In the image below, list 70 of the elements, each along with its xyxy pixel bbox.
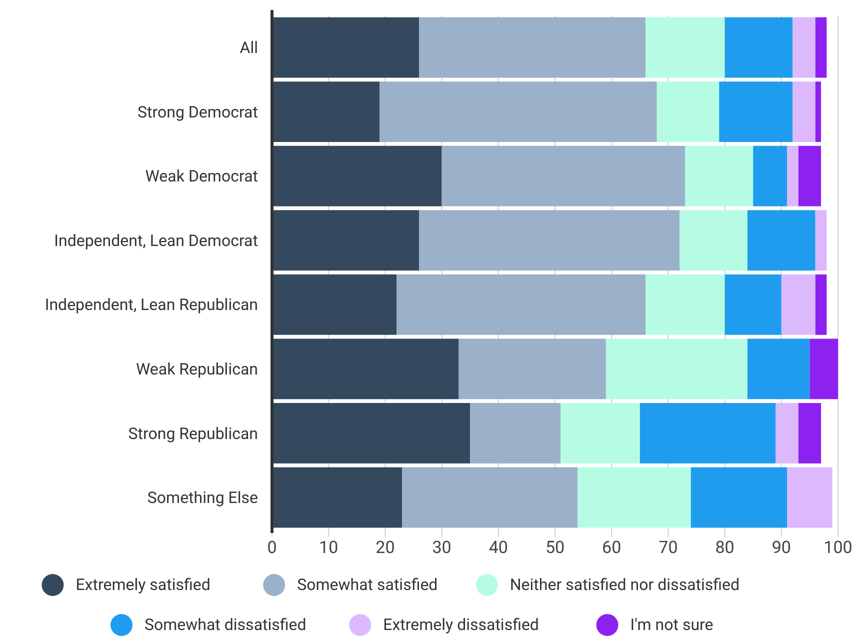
- x-tick-label: 20: [376, 538, 395, 558]
- legend-label: Extremely dissatisfied: [383, 615, 539, 634]
- bar: [402, 467, 578, 528]
- bar: [753, 146, 788, 206]
- bar: [787, 467, 832, 528]
- legend-label: I'm not sure: [630, 615, 714, 634]
- bar: [380, 82, 657, 142]
- bar: [815, 274, 827, 335]
- bar: [724, 17, 793, 78]
- legend-label: Somewhat satisfied: [297, 575, 438, 594]
- bar: [646, 17, 725, 78]
- bar: [815, 82, 822, 142]
- legend-label: Neither satisfied nor dissatisfied: [510, 575, 740, 594]
- bar: [792, 82, 816, 142]
- x-tick-label: 10: [319, 538, 338, 558]
- bar: [560, 403, 640, 464]
- bar: [470, 403, 561, 464]
- bar: [272, 17, 420, 78]
- bar: [776, 403, 798, 464]
- bar: [272, 82, 380, 142]
- x-tick-label: 70: [658, 538, 678, 558]
- y-tick-label: Weak Republican: [136, 360, 258, 379]
- y-tick-label: Independent, Lean Republican: [44, 295, 258, 314]
- y-tick-label: Strong Democrat: [138, 102, 258, 122]
- bar: [656, 82, 720, 142]
- bar: [810, 338, 838, 400]
- bar: [419, 17, 646, 78]
- legend-label: Extremely satisfied: [76, 575, 210, 594]
- x-tick-label: 60: [602, 538, 622, 558]
- bar: [781, 274, 816, 335]
- bar: [396, 274, 646, 335]
- x-tick-label: 90: [772, 538, 791, 558]
- bar: [640, 403, 776, 464]
- bar: [419, 210, 680, 271]
- y-tick-label: Strong Republican: [128, 424, 258, 443]
- legend-label: Somewhat dissatisfied: [144, 615, 306, 634]
- y-tick-label: All: [240, 38, 258, 58]
- bar: [606, 338, 748, 400]
- bar: [798, 403, 822, 464]
- bar: [685, 146, 754, 206]
- bar: [272, 274, 397, 335]
- bar: [815, 210, 827, 271]
- x-tick-label: 0: [267, 538, 277, 558]
- bar: [787, 146, 798, 206]
- bar: [442, 146, 686, 206]
- x-tick-label: 80: [715, 538, 734, 558]
- bar: [798, 146, 822, 206]
- bar: [458, 338, 606, 400]
- y-tick-label: Weak Democrat: [145, 166, 258, 186]
- bar: [719, 82, 793, 142]
- x-tick-label: 100: [824, 538, 852, 558]
- x-tick-label: 40: [488, 538, 508, 558]
- bar: [747, 210, 816, 271]
- bar: [724, 274, 782, 335]
- y-tick-label: Independent, Lean Democrat: [54, 230, 258, 250]
- bar: [747, 338, 810, 400]
- x-tick-label: 50: [545, 538, 565, 558]
- bar: [272, 146, 442, 206]
- bar: [680, 210, 748, 271]
- bar: [690, 467, 788, 528]
- bar: [578, 467, 691, 528]
- x-tick-label: 30: [432, 538, 452, 558]
- y-tick-label: Something Else: [147, 488, 258, 508]
- bar: [272, 210, 420, 271]
- bar: [815, 17, 827, 78]
- bar: [272, 467, 402, 528]
- bar: [646, 274, 725, 335]
- bar: [792, 17, 816, 78]
- bar: [272, 403, 470, 464]
- bar: [272, 338, 459, 400]
